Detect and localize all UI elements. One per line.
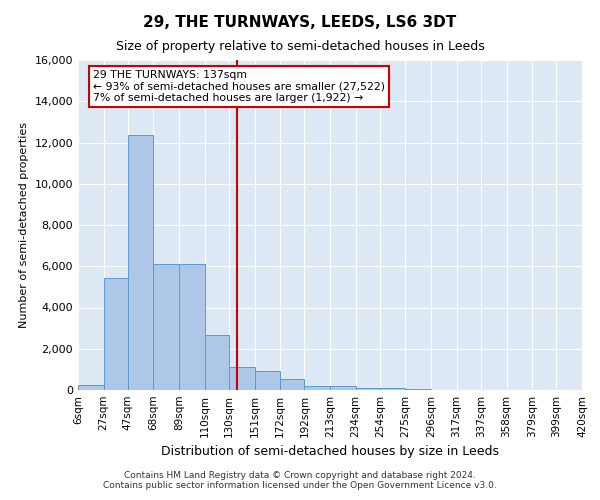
Bar — [406, 389, 431, 390]
Bar — [254, 372, 280, 390]
Bar — [280, 378, 304, 390]
Bar — [229, 368, 254, 390]
Y-axis label: Number of semi-detached properties: Number of semi-detached properties — [19, 122, 29, 328]
Bar — [380, 388, 406, 390]
Bar — [179, 264, 205, 390]
X-axis label: Distribution of semi-detached houses by size in Leeds: Distribution of semi-detached houses by … — [161, 446, 499, 458]
Bar — [154, 264, 179, 390]
Bar — [356, 388, 380, 390]
Text: 29 THE TURNWAYS: 137sqm
← 93% of semi-detached houses are smaller (27,522)
7% of: 29 THE TURNWAYS: 137sqm ← 93% of semi-de… — [93, 70, 385, 103]
Bar — [330, 386, 356, 390]
Bar — [304, 386, 330, 390]
Text: Contains HM Land Registry data © Crown copyright and database right 2024.
Contai: Contains HM Land Registry data © Crown c… — [103, 470, 497, 490]
Text: Size of property relative to semi-detached houses in Leeds: Size of property relative to semi-detach… — [116, 40, 484, 53]
Bar — [104, 278, 128, 390]
Bar — [128, 136, 154, 390]
Bar — [205, 336, 229, 390]
Bar — [78, 386, 104, 390]
Text: 29, THE TURNWAYS, LEEDS, LS6 3DT: 29, THE TURNWAYS, LEEDS, LS6 3DT — [143, 15, 457, 30]
